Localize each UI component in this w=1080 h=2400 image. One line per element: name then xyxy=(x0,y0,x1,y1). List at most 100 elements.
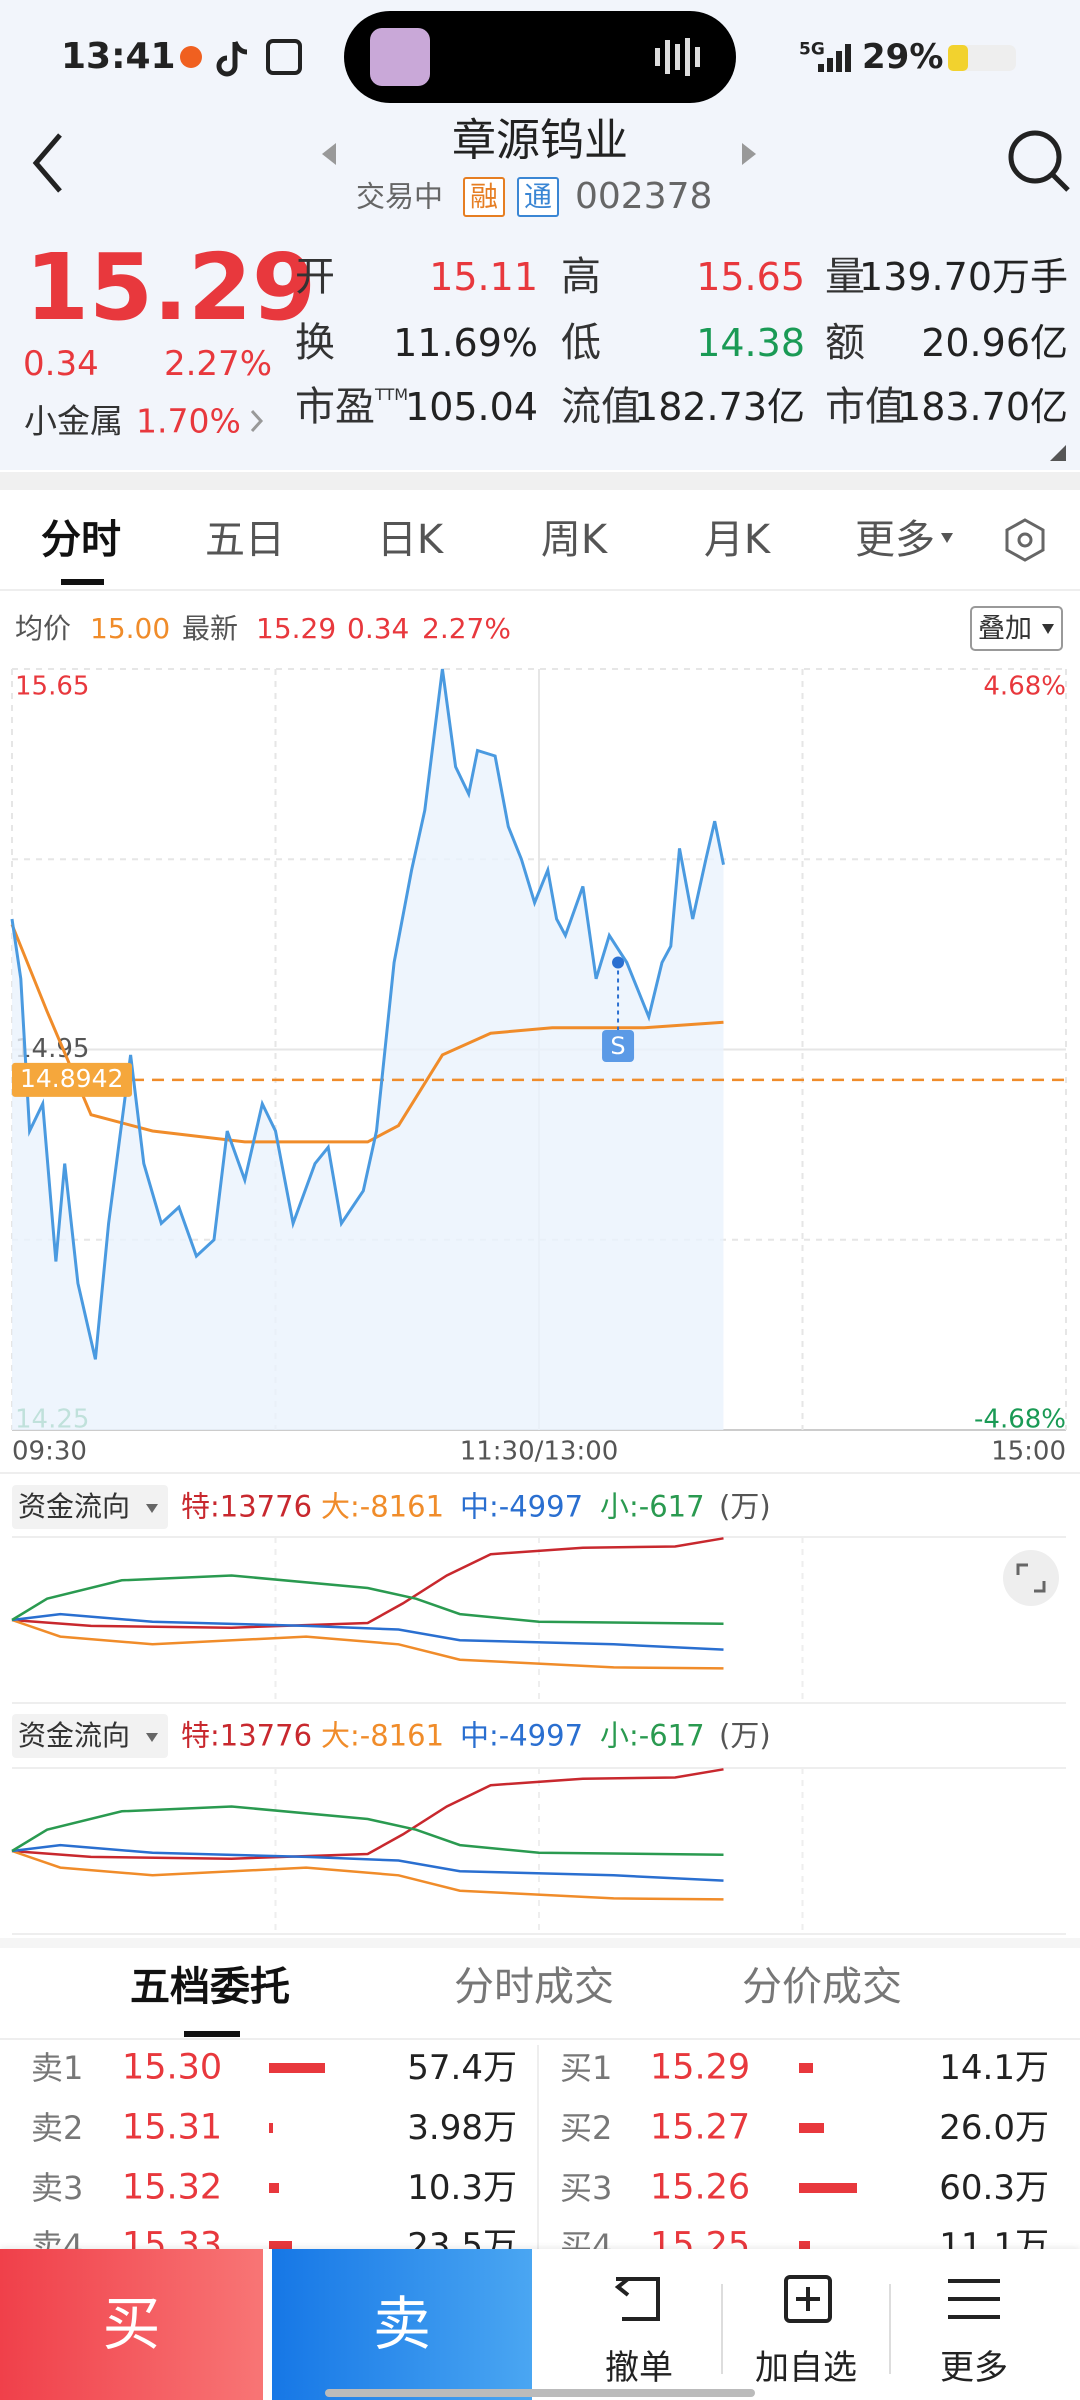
stat-label: 市盈TTM xyxy=(295,384,409,430)
fullscreen-button[interactable] xyxy=(1003,1550,1059,1606)
stat-value: 183.70亿 xyxy=(897,385,1068,429)
sector-arrow xyxy=(250,409,264,433)
stat-value: 15.11 xyxy=(429,255,538,299)
tab[interactable]: 更多 xyxy=(855,517,935,563)
waveform xyxy=(655,38,700,76)
order-volume: 14.1万 xyxy=(939,2048,1049,2088)
flow-line xyxy=(11,1618,724,1670)
order-price: 15.30 xyxy=(122,2047,223,2088)
reference-label-bg xyxy=(12,1062,132,1097)
flow-unit: (万) xyxy=(719,1718,771,1753)
flow-control[interactable]: 资金流向 xyxy=(18,1719,131,1752)
sell-button[interactable]: 卖 xyxy=(272,2249,532,2400)
volume-bar xyxy=(799,2123,825,2133)
more-arrow xyxy=(941,533,953,543)
order-tab[interactable]: 分时成交 xyxy=(454,1964,614,2010)
flow-control-arrow xyxy=(146,1504,158,1513)
stat-label: 流值 xyxy=(561,384,641,430)
change: 0.34 xyxy=(23,344,99,384)
flow-unit: (万) xyxy=(719,1489,771,1524)
bottom-icons xyxy=(325,2275,1000,2397)
volume-bar xyxy=(799,2183,858,2193)
stat-label: 开 xyxy=(295,254,335,300)
tab[interactable]: 分时 xyxy=(41,517,121,563)
flow-control-bg xyxy=(12,1714,168,1758)
tab[interactable]: 周K xyxy=(540,517,608,563)
overlay-label: 叠加 xyxy=(978,613,1032,645)
search-icon[interactable] xyxy=(1008,130,1062,184)
stat-value: 11.69% xyxy=(393,321,538,365)
x-tick-label: 09:30 xyxy=(12,1437,87,1467)
stat-label: 量 xyxy=(825,254,865,300)
action-label[interactable]: 更多 xyxy=(940,2348,1008,2388)
prev-stock[interactable] xyxy=(322,143,336,165)
action-label[interactable]: 撤单 xyxy=(605,2348,673,2388)
buy-button-label: 买 xyxy=(102,2290,161,2358)
flow-summary: 小:-617 xyxy=(600,1489,705,1524)
tab[interactable]: 日K xyxy=(376,517,444,563)
badge: 通 xyxy=(517,177,560,217)
flow-line xyxy=(11,1768,724,1860)
tab[interactable]: 月K xyxy=(703,517,771,563)
order-label: 卖3 xyxy=(31,2169,84,2207)
flow-summary: 大:-8161 xyxy=(321,1489,445,1524)
stat-value: 14.38 xyxy=(696,321,805,365)
next-stock[interactable] xyxy=(742,143,756,165)
stat-value: 20.96亿 xyxy=(921,321,1068,365)
legend-value: 15.29 xyxy=(256,612,337,645)
add-icon xyxy=(784,2275,832,2323)
order-volume: 3.98万 xyxy=(407,2108,517,2148)
flow-line xyxy=(11,1612,724,1651)
legend-change-pct: 2.27% xyxy=(422,612,511,645)
signal xyxy=(818,44,851,72)
action-label[interactable]: 加自选 xyxy=(755,2348,857,2388)
buy-button[interactable]: 买 xyxy=(0,2249,263,2400)
stat-value: 15.65 xyxy=(696,255,805,299)
legend-label: 均价 xyxy=(15,612,72,645)
settings-icon[interactable] xyxy=(1005,518,1045,562)
y2-tick-label: 4.68% xyxy=(983,672,1066,702)
volume-bar xyxy=(799,2063,813,2073)
x-tick-label: 11:30/13:00 xyxy=(460,1437,619,1467)
volume-bar xyxy=(269,2063,325,2073)
app-thumbnail xyxy=(370,28,430,86)
stat-label: 额 xyxy=(825,320,865,366)
menu-icon xyxy=(948,2279,1000,2319)
back-icon[interactable] xyxy=(32,133,62,193)
flow-summary: 小:-617 xyxy=(600,1718,705,1753)
legend-label: 最新 xyxy=(182,612,239,645)
bottom-bar: 买 卖撤单 加自选 更多 xyxy=(0,2249,1080,2400)
order-label: 卖2 xyxy=(31,2109,84,2147)
price-line xyxy=(10,668,725,1360)
order-tab[interactable]: 五档委托 xyxy=(130,1964,290,2010)
order-label: 买3 xyxy=(560,2169,613,2207)
stat-label: 换 xyxy=(295,320,335,366)
flow-line xyxy=(11,1849,724,1901)
stock-name: 章源钨业 xyxy=(452,115,628,166)
volume-bar xyxy=(269,2123,273,2133)
search-handle xyxy=(1050,172,1070,192)
last-price: 15.29 xyxy=(25,234,317,341)
marker-dot xyxy=(612,956,625,969)
order-price: 15.31 xyxy=(122,2107,223,2148)
order-tab[interactable]: 分价成交 xyxy=(742,1964,902,2010)
tab[interactable]: 五日 xyxy=(205,517,285,563)
flow-summary: 大:-8161 xyxy=(321,1718,445,1753)
y2-tick-label: -4.68% xyxy=(974,1405,1066,1435)
stat-label: 高 xyxy=(561,254,601,300)
badge: 融 xyxy=(463,177,506,217)
flow-control-bg xyxy=(12,1485,168,1529)
flow-summary: 中:-4997 xyxy=(460,1718,584,1753)
pay-icon xyxy=(266,39,302,75)
order-price: 15.26 xyxy=(650,2167,751,2208)
overlay-button[interactable] xyxy=(970,606,1063,651)
settings-dot xyxy=(1017,532,1033,548)
order-volume: 26.0万 xyxy=(939,2108,1049,2148)
clock: 13:41 xyxy=(61,36,176,77)
stat-value: 182.73亿 xyxy=(634,385,805,429)
flow-control[interactable]: 资金流向 xyxy=(18,1490,131,1523)
order-volume: 60.3万 xyxy=(939,2168,1049,2208)
stat-value: 139.70万手 xyxy=(859,255,1068,299)
sector: 小金属 xyxy=(24,401,123,441)
